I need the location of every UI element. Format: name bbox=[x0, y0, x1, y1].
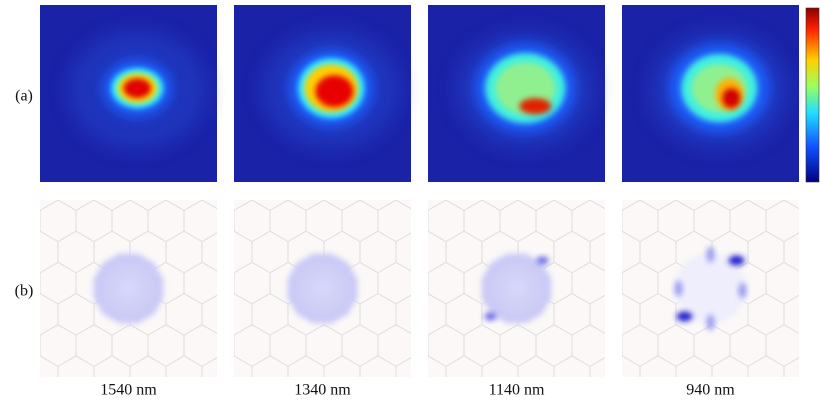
column-label: 1340 nm bbox=[294, 382, 351, 399]
intensity-panel bbox=[428, 5, 605, 182]
intensity-panel bbox=[622, 5, 799, 182]
row-label: (a) bbox=[15, 88, 33, 105]
mode-panel bbox=[234, 200, 411, 377]
mode-lobe bbox=[706, 246, 715, 263]
core-mode bbox=[93, 253, 164, 324]
colorbar bbox=[805, 7, 820, 183]
mode-lobe bbox=[484, 312, 497, 321]
mode-lobe bbox=[676, 311, 693, 322]
row-label: (b) bbox=[15, 283, 34, 300]
column-label: 1140 nm bbox=[489, 382, 545, 399]
mode-panel bbox=[40, 200, 217, 377]
intensity-spot bbox=[315, 75, 354, 108]
core-mode bbox=[287, 253, 358, 324]
mode-lobe bbox=[738, 282, 747, 299]
intensity-spot bbox=[722, 88, 741, 109]
mode-lobe bbox=[674, 280, 683, 297]
core-mode bbox=[481, 253, 552, 324]
mode-panel bbox=[428, 200, 605, 377]
mode-lobe bbox=[728, 255, 745, 266]
intensity-spot bbox=[519, 98, 552, 115]
mode-lobe bbox=[536, 256, 549, 265]
mode-panel bbox=[622, 200, 799, 377]
intensity-panel bbox=[234, 5, 411, 182]
intensity-spot bbox=[123, 78, 152, 99]
intensity-panel bbox=[40, 5, 217, 182]
column-label: 1540 nm bbox=[100, 382, 157, 399]
column-label: 940 nm bbox=[686, 382, 735, 399]
core-mode bbox=[675, 253, 746, 324]
mode-lobe bbox=[706, 314, 715, 331]
